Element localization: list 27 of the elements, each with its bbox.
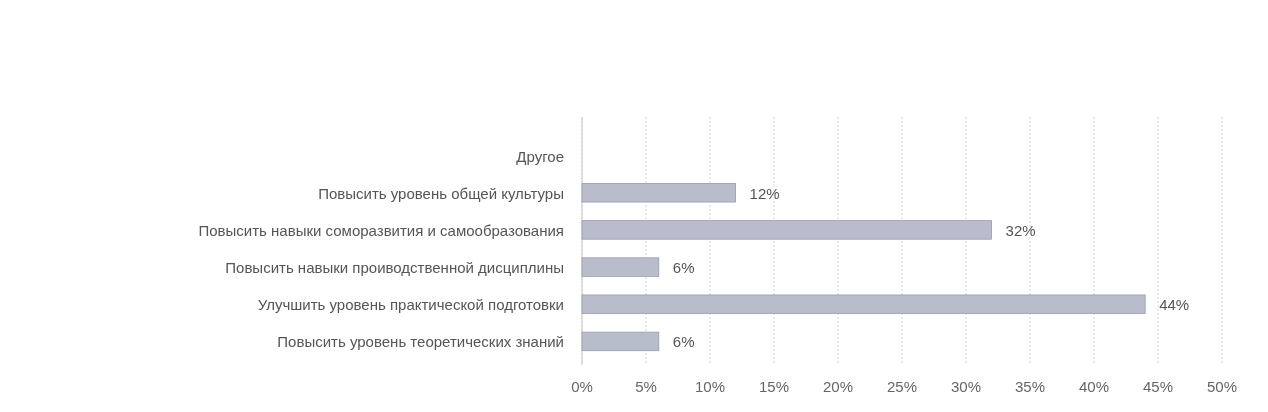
y-tick-label: Повысить уровень общей культуры bbox=[318, 184, 564, 202]
x-tick-label: 20% bbox=[822, 378, 854, 395]
data-label: 12% bbox=[749, 184, 780, 202]
bar bbox=[581, 331, 660, 352]
bar bbox=[581, 220, 992, 240]
data-label: 32% bbox=[1005, 221, 1036, 239]
x-tick-label: 10% bbox=[694, 378, 726, 395]
y-tick-label: Повысить навыки соморазвития и самообразования bbox=[198, 221, 564, 239]
bar bbox=[581, 294, 1146, 314]
y-tick-label: Улучшить уровень практической подготовки bbox=[257, 296, 564, 314]
x-tick-label: 0% bbox=[571, 378, 593, 395]
x-tick-label: 35% bbox=[1014, 378, 1046, 395]
bar bbox=[581, 183, 736, 203]
data-label: 44% bbox=[1159, 296, 1190, 314]
y-tick-label: Другое bbox=[516, 147, 564, 165]
data-label: 6% bbox=[672, 259, 695, 277]
y-tick-label: Повысить навыки проиводственной дисциплины bbox=[225, 259, 564, 277]
data-label: 6% bbox=[672, 333, 695, 351]
x-tick-label: 25% bbox=[886, 378, 918, 395]
x-tick-label: 30% bbox=[950, 378, 982, 395]
x-tick-label: 5% bbox=[635, 378, 657, 395]
bar bbox=[581, 257, 660, 277]
y-tick-label: Повысить уровень теоретических знаний bbox=[277, 333, 564, 351]
x-tick-label: 50% bbox=[1206, 378, 1238, 395]
x-tick-label: 40% bbox=[1078, 378, 1110, 395]
x-tick-label: 15% bbox=[758, 378, 790, 395]
x-tick-label: 45% bbox=[1142, 378, 1174, 395]
